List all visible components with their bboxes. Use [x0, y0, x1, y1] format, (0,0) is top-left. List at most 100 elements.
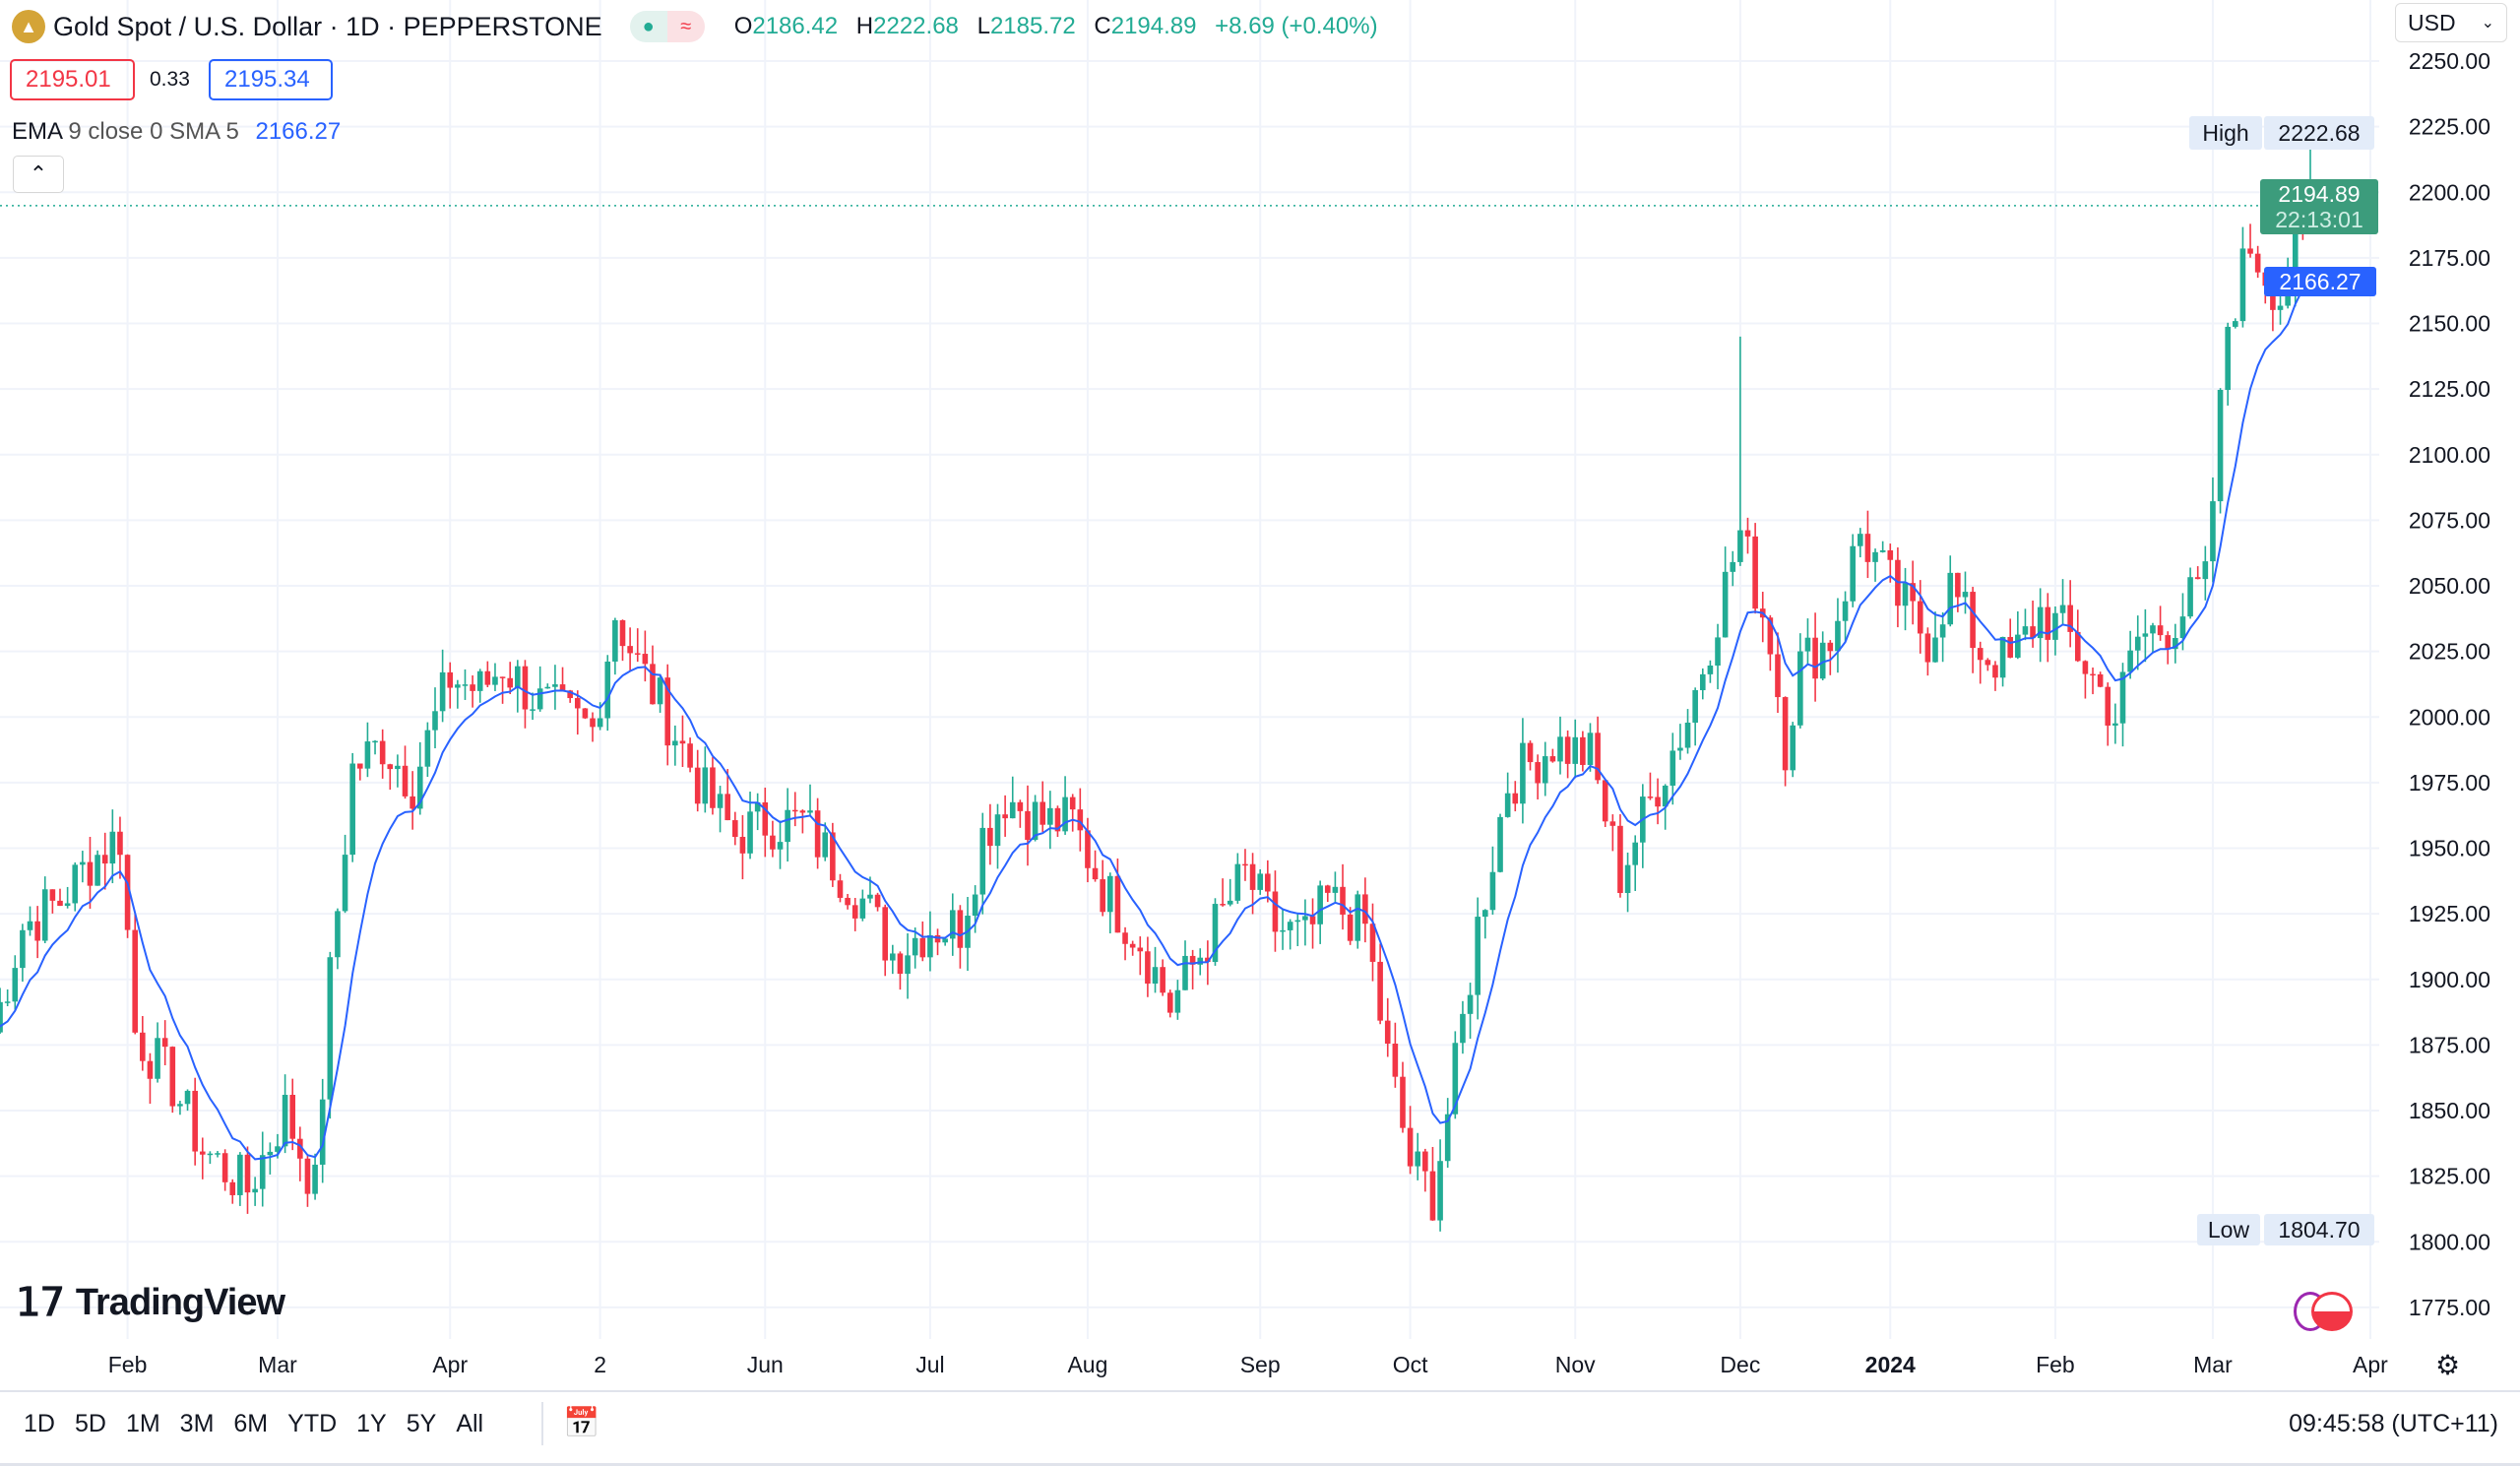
candle-body — [1670, 750, 1676, 786]
candle-body — [1444, 1114, 1451, 1162]
candle-body — [1280, 929, 1286, 932]
symbol-title[interactable]: Gold Spot / U.S. Dollar · 1D · PEPPERSTO… — [53, 11, 602, 41]
candle-body — [221, 1153, 228, 1182]
range-button-ytd[interactable]: YTD — [287, 1410, 338, 1437]
candle-body — [2254, 253, 2261, 273]
gear-icon[interactable]: ⚙ — [2435, 1350, 2461, 1380]
candle-body — [2067, 605, 2073, 632]
range-button-6m[interactable]: 6M — [233, 1410, 269, 1437]
candle-body — [544, 686, 551, 689]
range-button-1d[interactable]: 1D — [24, 1410, 55, 1437]
candle-body — [822, 832, 829, 858]
candle-body — [1542, 756, 1548, 784]
indicator-legend[interactable]: EMA 9 close 0 SMA 5 2166.27 — [12, 118, 341, 146]
candle-body — [597, 718, 603, 728]
candle-body — [799, 810, 806, 813]
candle-body — [739, 836, 746, 854]
indicator-params: 9 close 0 SMA 5 — [68, 118, 239, 145]
candle-body — [1392, 1044, 1399, 1077]
candle-body — [807, 810, 813, 813]
candle-body — [237, 1154, 243, 1195]
candle-body — [1595, 733, 1601, 781]
candle-body — [87, 861, 94, 886]
candle-body — [2239, 248, 2246, 322]
calendar-goto-icon[interactable]: 📅 — [563, 1407, 600, 1439]
candle-body — [1062, 797, 1068, 832]
candle-body — [1775, 654, 1781, 698]
candle-body — [2270, 286, 2276, 310]
y-tick-label: 1875.00 — [2409, 1032, 2490, 1057]
candle-body — [1467, 994, 1474, 1014]
spread-value: 0.33 — [150, 68, 190, 91]
candle-body — [109, 831, 116, 864]
candle-body — [2142, 633, 2149, 637]
candle-body — [304, 1158, 311, 1194]
candle-body — [12, 968, 19, 1002]
x-tick-label: 2 — [594, 1352, 607, 1377]
range-button-3m[interactable]: 3M — [179, 1410, 215, 1437]
high-value: 2222.68 — [2264, 116, 2374, 150]
candle-body — [859, 898, 866, 919]
candle-body — [1572, 736, 1579, 764]
y-tick-label: 2025.00 — [2409, 639, 2490, 665]
candle-body — [1782, 697, 1789, 771]
y-tick-label: 2075.00 — [2409, 507, 2490, 533]
candle-body — [1234, 863, 1241, 901]
candle-body — [1197, 957, 1204, 965]
low-label: Low — [2197, 1214, 2260, 1245]
currency-select[interactable]: USD ⌄ — [2395, 3, 2507, 42]
candle-body — [979, 827, 986, 895]
candle-body — [27, 921, 33, 930]
candle-body — [94, 855, 100, 886]
candle-body — [49, 889, 56, 901]
us-flag-icon[interactable] — [2311, 1292, 2353, 1331]
range-button-all[interactable]: All — [456, 1410, 484, 1437]
market-status[interactable]: ● ≈ — [629, 11, 705, 42]
candle-body — [1737, 530, 1743, 562]
candle-body — [1227, 900, 1233, 905]
range-button-1m[interactable]: 1M — [125, 1410, 160, 1437]
candle-body — [1152, 967, 1159, 985]
candle-body — [252, 1188, 258, 1193]
candle-body — [882, 907, 888, 961]
y-tick-label: 1850.00 — [2409, 1098, 2490, 1123]
x-tick-label: Feb — [2036, 1352, 2075, 1377]
candle-body — [657, 677, 663, 705]
x-tick-label: Oct — [1392, 1352, 1428, 1377]
candle-body — [1145, 951, 1151, 985]
range-button-5d[interactable]: 5D — [74, 1410, 106, 1437]
candle-body — [64, 903, 71, 907]
candle-body — [2247, 248, 2253, 254]
buy-button[interactable]: 2195.34 — [209, 59, 333, 100]
candle-body — [424, 730, 431, 767]
range-bar: 1D 5D 1M 3M 6M YTD 1Y 5Y All — [24, 1410, 503, 1438]
candle-body — [1122, 932, 1128, 944]
candle-body — [1489, 871, 1496, 911]
candle-body — [140, 1032, 146, 1061]
collapse-legend-button[interactable]: ⌃ — [13, 156, 64, 193]
candle-body — [612, 620, 618, 662]
indicator-name: EMA — [12, 118, 62, 145]
clock[interactable]: 09:45:58 (UTC+11) — [2289, 1410, 2498, 1437]
candle-body — [1804, 637, 1811, 652]
candle-body — [1647, 797, 1654, 798]
price-chart[interactable]: 2250.00 2225.00 2200.00 2175.00 2150.00 2125.… — [0, 0, 2520, 1390]
y-tick-label: 2175.00 — [2409, 245, 2490, 271]
candle-body — [1092, 867, 1099, 880]
candle-body — [1242, 863, 1248, 866]
tradingview-logo[interactable]: 𝟣𝟩 TradingView — [16, 1280, 285, 1325]
candle-body — [1587, 733, 1594, 765]
candle-body — [1819, 642, 1826, 679]
indicator-value: 2166.27 — [255, 118, 342, 145]
candle-body — [845, 897, 850, 906]
candle-body — [1324, 885, 1331, 893]
range-button-1y[interactable]: 1Y — [356, 1410, 387, 1437]
sell-button[interactable]: 2195.01 — [10, 59, 135, 100]
range-button-5y[interactable]: 5Y — [406, 1410, 437, 1437]
brand-name: TradingView — [75, 1281, 285, 1323]
candle-body — [199, 1151, 206, 1155]
candle-body — [1564, 736, 1571, 764]
candle-body — [679, 740, 686, 744]
candle-body — [1520, 742, 1526, 804]
candle-body — [687, 743, 693, 768]
